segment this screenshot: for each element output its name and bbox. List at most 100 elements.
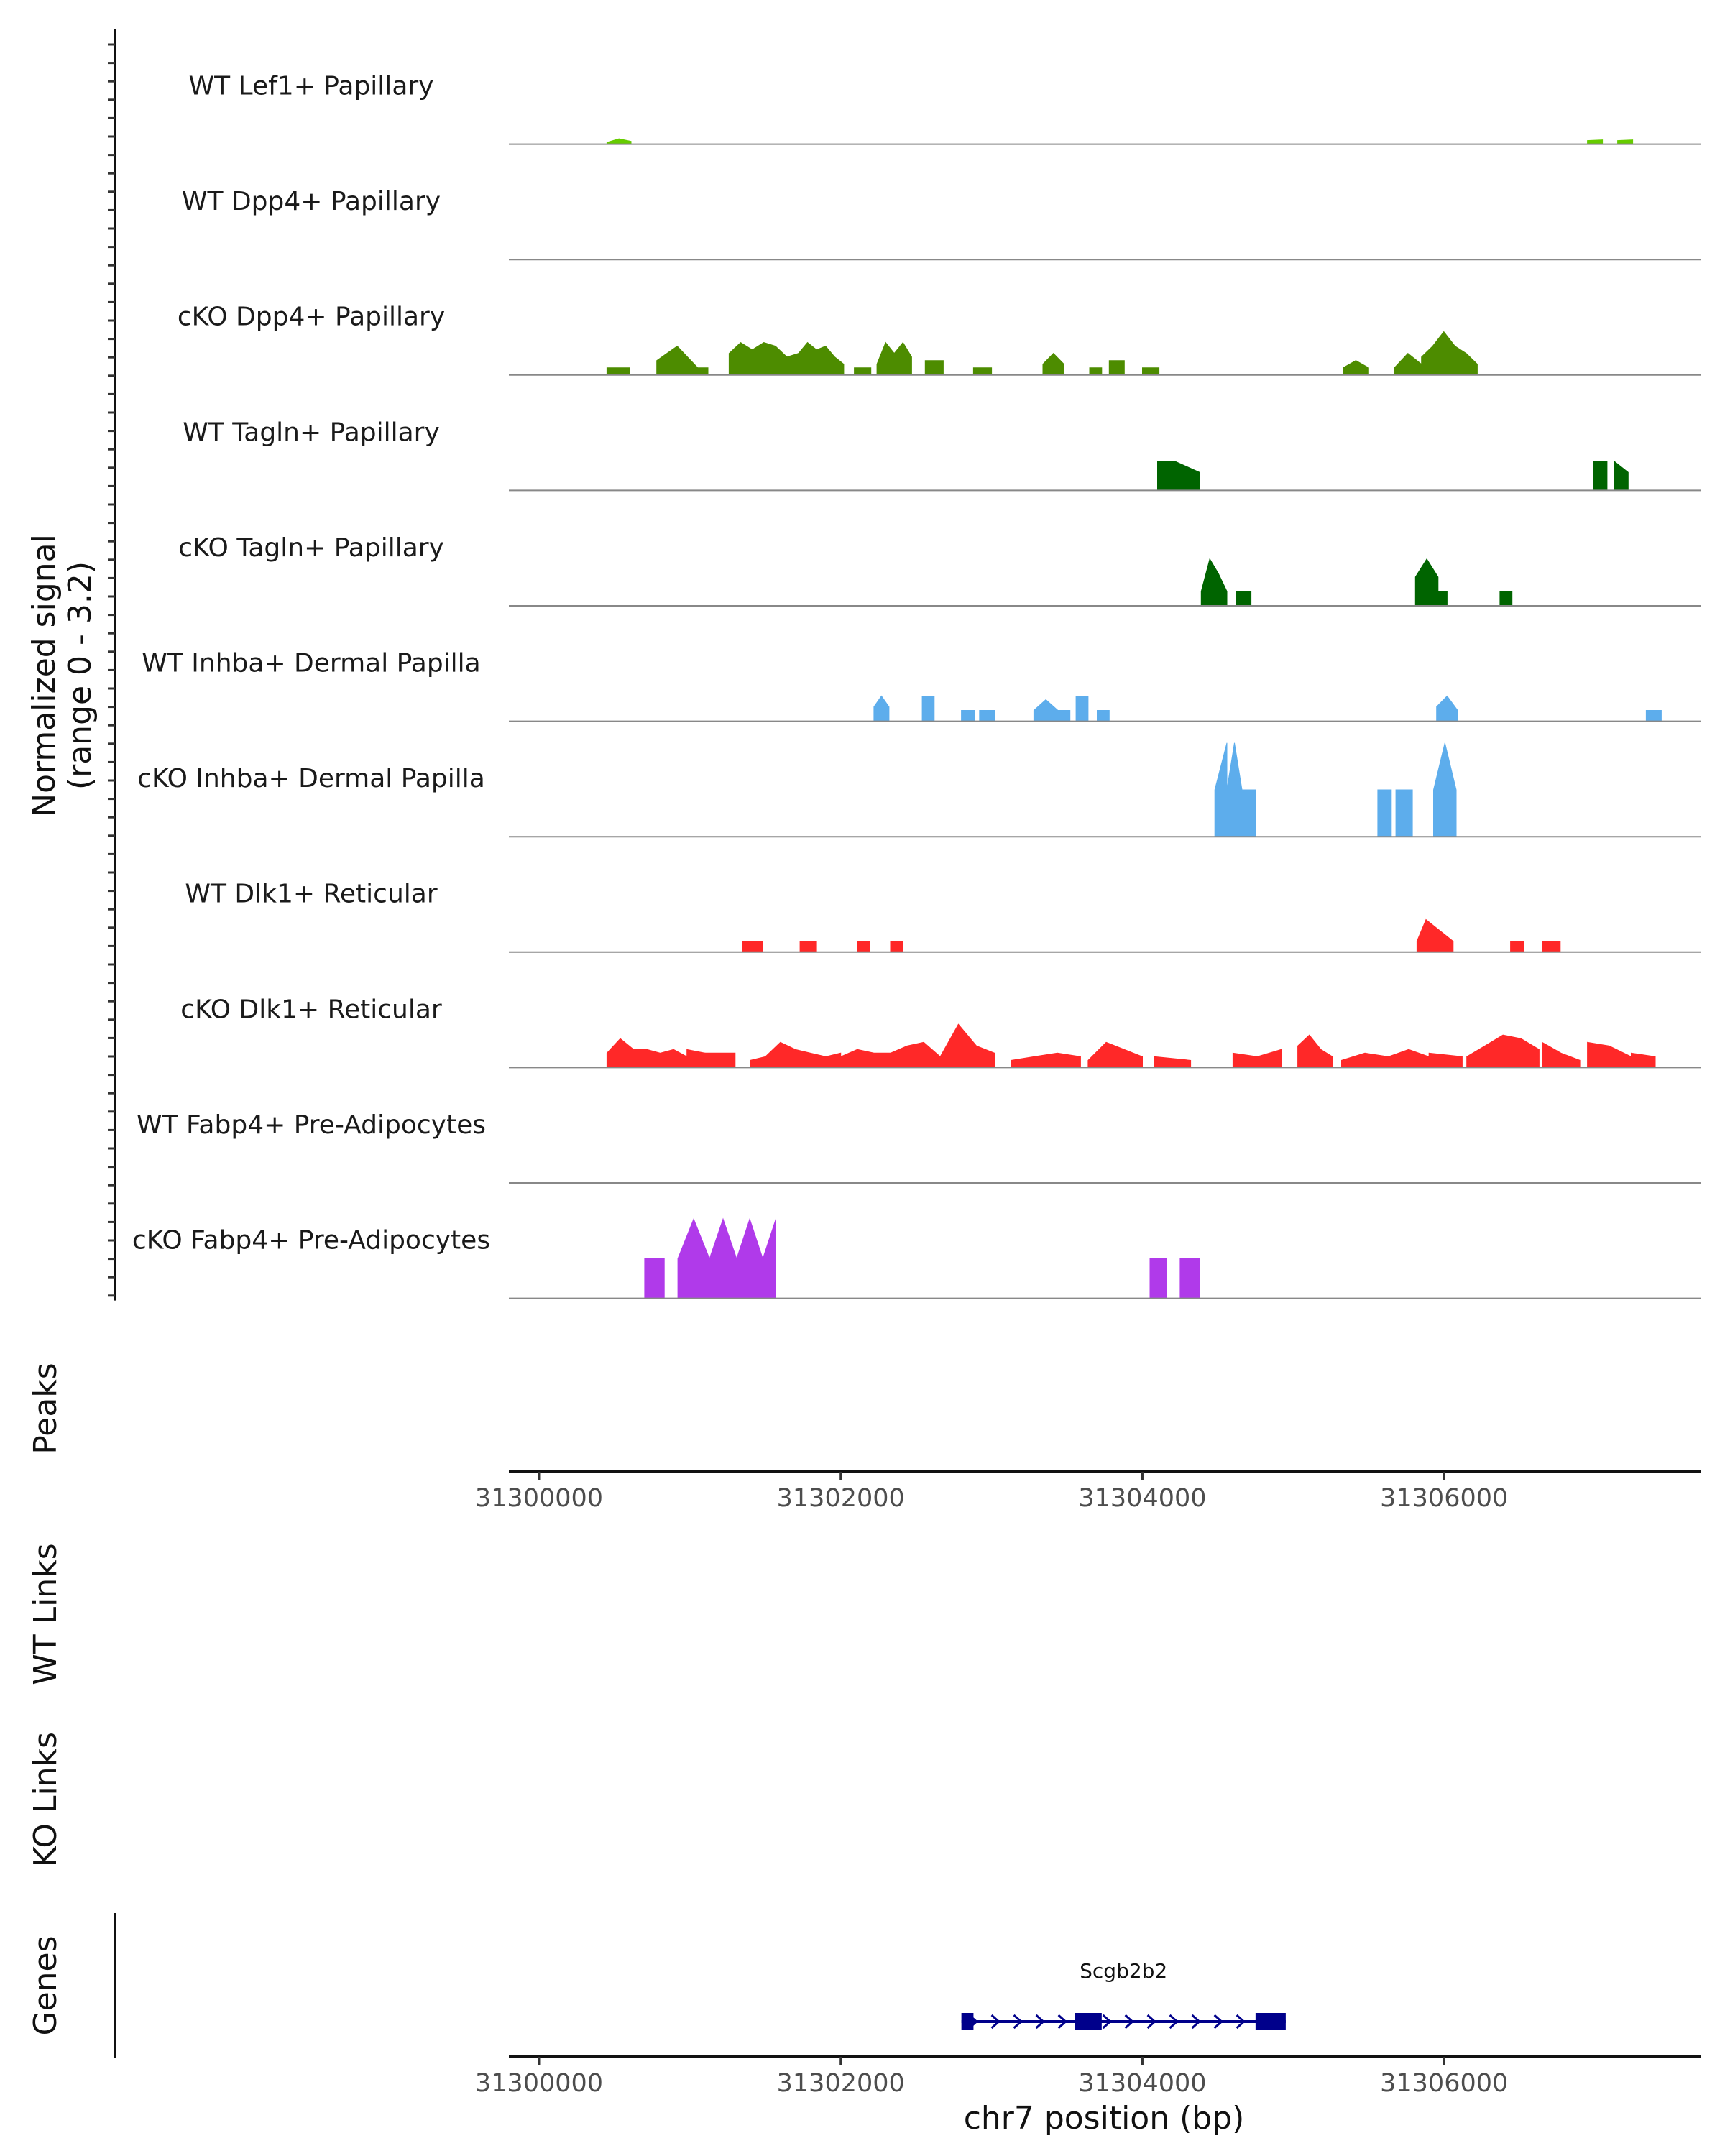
strand-arrow-icon <box>1169 2014 1179 2030</box>
coverage-area <box>857 941 870 953</box>
track-label: cKO Fabp4+ Pre-Adipocytes <box>132 1226 490 1256</box>
x-axis-tick-label: 31304000 <box>1078 1484 1206 1513</box>
coverage-area <box>656 345 709 376</box>
track-1: WT Lef1+ Papillary <box>189 72 1701 145</box>
track-label: WT Lef1+ Papillary <box>189 72 434 101</box>
coverage-area <box>606 1038 688 1068</box>
coverage-area <box>1033 699 1071 722</box>
peaks-panel-label: Peaks <box>27 1363 64 1454</box>
strand-arrow-icon <box>1146 2014 1156 2030</box>
x-axis-tick-label: 31300000 <box>475 2069 603 2098</box>
coverage-area <box>1433 742 1457 837</box>
coverage-area <box>890 941 903 953</box>
track-11: cKO Fabp4+ Pre-Adipocytes <box>132 1217 1701 1299</box>
strand-arrow-icon <box>1013 2014 1023 2030</box>
coverage-area <box>1395 789 1413 837</box>
strand-arrow-icon <box>1236 2014 1246 2030</box>
coverage-area <box>1510 941 1524 953</box>
track-label: cKO Dpp4+ Papillary <box>178 303 445 332</box>
strand-arrow-icon <box>1124 2014 1134 2030</box>
coverage-area <box>1542 1041 1581 1068</box>
coverage-area <box>799 941 817 953</box>
x-axis-tick-label: 31302000 <box>777 2069 905 2098</box>
track-5: cKO Tagln+ Papillary <box>178 533 1701 607</box>
strand-arrow-icon <box>1102 2014 1112 2030</box>
track-label: WT Inhba+ Dermal Papilla <box>142 649 480 678</box>
track-2: WT Dpp4+ Papillary <box>182 187 1701 261</box>
coverage-area <box>1232 1049 1282 1068</box>
y-axis-title-line1: Normalized signal <box>26 534 63 817</box>
coverage-area <box>1097 710 1110 722</box>
coverage-area <box>876 341 912 376</box>
coverage-area <box>921 696 935 722</box>
coverage-area <box>1587 1041 1632 1068</box>
coverage-area <box>606 367 630 376</box>
coverage-area <box>840 1041 941 1068</box>
coverage-area <box>961 710 975 722</box>
strand-arrow-icon <box>990 2014 1000 2030</box>
coverage-area <box>750 1041 842 1068</box>
coverage-area <box>939 1023 995 1068</box>
coverage-area <box>704 1052 736 1068</box>
gene-exon <box>1075 2013 1102 2030</box>
x-axis-tick-label: 31306000 <box>1380 1484 1508 1513</box>
coverage-area <box>1388 1049 1430 1068</box>
gene-exon <box>1255 2013 1286 2030</box>
coverage-area <box>1499 591 1513 607</box>
strand-arrow-icon <box>1035 2014 1045 2030</box>
gene-name-label: Scgb2b2 <box>1080 1959 1167 1983</box>
coverage-area <box>1436 695 1458 722</box>
coverage-area <box>873 695 890 722</box>
track-3: cKO Dpp4+ Papillary <box>178 303 1701 376</box>
track-label: cKO Dlk1+ Reticular <box>180 995 442 1024</box>
coverage-area <box>1200 558 1228 607</box>
x-axis-tick-label: 31300000 <box>475 1484 603 1513</box>
coverage-area <box>1341 1052 1389 1068</box>
peaks-x-axis: 31300000 31302000 31304000 31306000 <box>475 1470 1701 1513</box>
coverage-area <box>1394 353 1422 376</box>
coverage-tracks: WT Lef1+ Papillary WT Dpp4+ Papillary cKO … <box>132 72 1701 1299</box>
coverage-area <box>924 360 944 376</box>
coverage-area <box>1087 1041 1143 1068</box>
signal-y-axis <box>108 29 116 1301</box>
coverage-area <box>677 1217 710 1299</box>
track-label: cKO Tagln+ Papillary <box>178 533 444 563</box>
coverage-area <box>1154 1056 1192 1068</box>
coverage-area <box>686 1049 706 1068</box>
gene-exon <box>961 2013 974 2030</box>
coverage-area <box>972 367 993 376</box>
track-7: cKO Inhba+ Dermal Papilla <box>137 742 1701 838</box>
coverage-area <box>1416 918 1454 953</box>
coverage-area <box>1466 1034 1540 1068</box>
track-10: WT Fabp4+ Pre-Adipocytes <box>137 1110 1701 1184</box>
genes-panel-label: Genes <box>27 1935 64 2035</box>
track-label: cKO Inhba+ Dermal Papilla <box>137 764 485 793</box>
strand-arrow-icon <box>1213 2014 1223 2030</box>
coverage-area <box>1214 742 1228 837</box>
coverage-area <box>1414 558 1439 607</box>
gene-annotation: Scgb2b2 <box>961 1959 1286 2030</box>
coverage-area <box>1631 1052 1656 1068</box>
coverage-area <box>1175 461 1200 491</box>
coverage-area <box>1421 331 1478 376</box>
track-4: WT Tagln+ Papillary <box>183 418 1701 492</box>
coverage-area <box>1297 1034 1333 1068</box>
coverage-area <box>1011 1052 1081 1068</box>
strand-arrow-icon <box>1191 2014 1201 2030</box>
coverage-area <box>1108 360 1125 376</box>
track-8: WT Dlk1+ Reticular <box>185 880 1701 953</box>
coverage-area <box>1179 1258 1200 1299</box>
coverage-area <box>1593 461 1608 491</box>
genes-x-axis: 31300000 31302000 31304000 31306000 <box>475 2055 1701 2098</box>
x-axis-tick-label: 31302000 <box>777 1484 905 1513</box>
coverage-area <box>606 138 632 145</box>
coverage-area <box>1236 591 1252 607</box>
coverage-area <box>728 341 799 376</box>
track-9: cKO Dlk1+ Reticular <box>180 995 1701 1069</box>
coverage-area <box>1149 1258 1167 1299</box>
coverage-area <box>1142 367 1160 376</box>
coverage-area <box>1428 1052 1463 1068</box>
coverage-area <box>1542 941 1561 953</box>
track-6: WT Inhba+ Dermal Papilla <box>142 649 1701 722</box>
coverage-area <box>1157 461 1177 491</box>
